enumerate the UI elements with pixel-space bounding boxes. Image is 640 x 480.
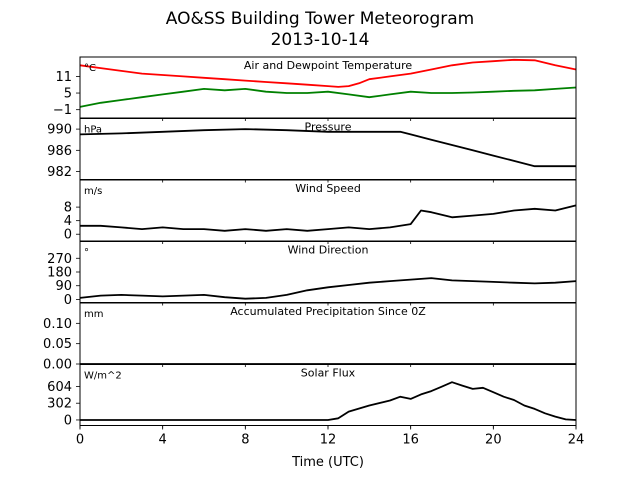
y-tick-label-2-2: 8 bbox=[64, 201, 72, 216]
y-tick-label-3-2: 180 bbox=[47, 266, 72, 281]
panel-title-4: Accumulated Precipitation Since 0Z bbox=[230, 305, 426, 318]
panel-4: 0.00 0.05 0.10 Accumulated Precipitation Si… bbox=[43, 302, 577, 373]
series-line-5-0 bbox=[80, 381, 577, 421]
y-tick-label-3-0: 0 bbox=[64, 293, 72, 308]
x-axis-tick-label-3: 12 bbox=[320, 433, 337, 448]
y-tick-label-4-0: 0.00 bbox=[43, 358, 72, 373]
panel-unit-0: °C bbox=[84, 63, 96, 74]
panel-title-2: Wind Speed bbox=[295, 182, 361, 195]
x-axis-tick-label-4: 16 bbox=[402, 433, 419, 448]
series-line-0-0 bbox=[79, 58, 577, 88]
y-tick-label-2-0: 0 bbox=[64, 228, 72, 243]
panel-title-0: Air and Dewpoint Temperature bbox=[244, 59, 412, 72]
y-tick-label-2-1: 4 bbox=[64, 214, 72, 229]
series-line-3-0 bbox=[79, 277, 577, 300]
panel-unit-2: m/s bbox=[84, 186, 102, 197]
y-tick-label-5-0: 0 bbox=[64, 413, 72, 428]
x-axis-tick-label-0: 0 bbox=[76, 433, 84, 448]
panel-title-3: Wind Direction bbox=[288, 244, 369, 257]
y-tick-label-4-2: 0.10 bbox=[43, 317, 72, 332]
series-line-0-1 bbox=[79, 86, 577, 108]
panel-1: 982 986 990 Pressure hPa bbox=[47, 118, 577, 183]
figure-subtitle: 2013-10-14 bbox=[271, 30, 370, 50]
y-tick-label-0-1: 5 bbox=[64, 87, 72, 102]
panel-title-5: Solar Flux bbox=[301, 367, 356, 380]
panel-unit-5: W/m^2 bbox=[84, 371, 122, 382]
y-tick-label-5-1: 302 bbox=[47, 397, 72, 412]
y-tick-label-1-2: 990 bbox=[47, 123, 72, 138]
x-axis-label: Time (UTC) bbox=[291, 455, 364, 470]
y-tick-label-0-0: −1 bbox=[53, 103, 72, 118]
y-tick-label-4-1: 0.05 bbox=[43, 337, 72, 352]
x-axis-tick-label-6: 24 bbox=[568, 433, 585, 448]
x-axis-tick-label-5: 20 bbox=[485, 433, 502, 448]
x-axis-tick-label-2: 8 bbox=[241, 433, 249, 448]
y-tick-label-3-1: 90 bbox=[55, 279, 72, 294]
series-line-1-0 bbox=[79, 128, 576, 168]
panel-unit-3: ° bbox=[84, 248, 89, 259]
y-tick-label-0-2: 11 bbox=[55, 70, 72, 85]
panel-unit-4: mm bbox=[84, 309, 103, 320]
x-axis-tick-label-1: 4 bbox=[159, 433, 167, 448]
y-tick-label-1-1: 986 bbox=[47, 144, 72, 159]
series-line-2-0 bbox=[80, 204, 577, 232]
y-tick-label-5-2: 604 bbox=[47, 380, 72, 395]
panel-0: −15 11 Air and Dewpoint Temperature °C bbox=[53, 56, 577, 121]
figure-title: AO&SS Building Tower Meteorogram bbox=[166, 9, 474, 29]
panel-title-1: Pressure bbox=[305, 121, 352, 134]
x-axis: 0 4 8 12 16 20 24 bbox=[76, 425, 585, 448]
panel-2: 048 Wind Speed m/s bbox=[64, 179, 577, 244]
y-tick-label-1-0: 982 bbox=[47, 165, 72, 180]
panel-unit-1: hPa bbox=[84, 125, 102, 136]
y-tick-label-3-3: 270 bbox=[47, 252, 72, 267]
